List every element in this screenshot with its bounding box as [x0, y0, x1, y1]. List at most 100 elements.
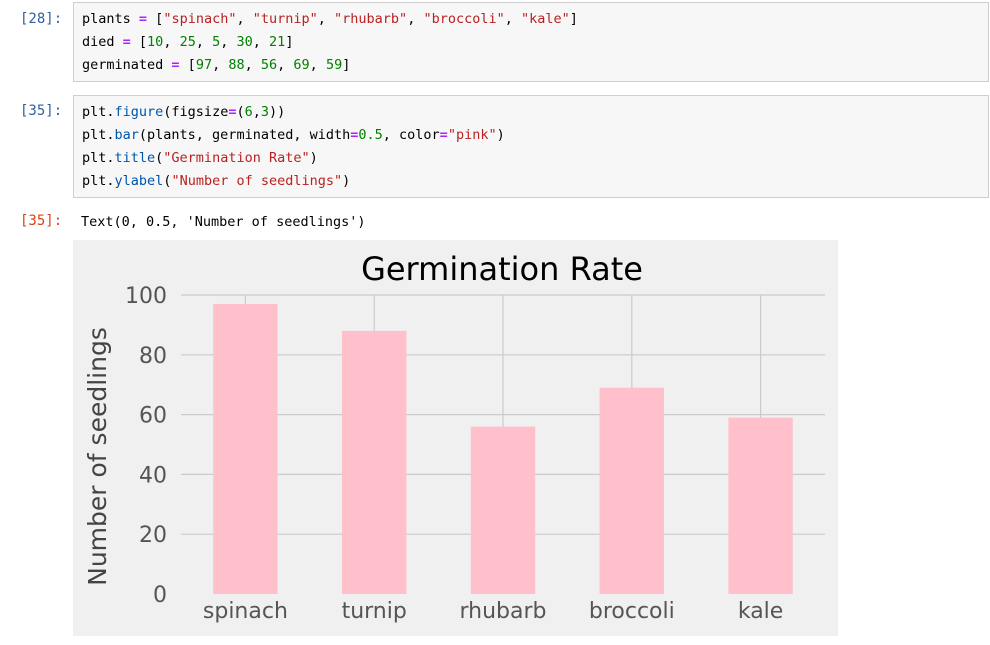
bar-spinach [213, 303, 278, 594]
code-token: "Number of seedlings" [171, 173, 343, 189]
code-token: [ [130, 34, 148, 50]
bar-turnip [342, 330, 407, 594]
code-token: title [114, 150, 156, 166]
y-tick-label: 40 [139, 463, 167, 488]
code-token: 6 [244, 104, 253, 120]
code-token: 10 [147, 34, 164, 50]
code-token: 69 [293, 57, 310, 73]
code-token: , [220, 34, 237, 50]
code-token: [ [147, 11, 164, 27]
chart-title: Germination Rate [361, 250, 643, 288]
code-token: )) [269, 104, 286, 120]
code-token: plants [82, 11, 139, 27]
code-token: ] [342, 57, 351, 73]
code-token: (plants, germinated, width [138, 127, 351, 143]
code-token: ( [163, 173, 172, 189]
code-token: , [236, 11, 253, 27]
code-token: , [407, 11, 424, 27]
code-token: , [195, 34, 213, 50]
code-token: 25 [179, 34, 196, 50]
code-token: , [504, 11, 521, 27]
code-token: = [228, 104, 237, 120]
code-token: "turnip" [252, 11, 318, 27]
code-token: 3 [260, 104, 270, 120]
code-token: = [439, 127, 448, 143]
code-token: , color [382, 127, 440, 143]
y-tick-label: 100 [125, 284, 167, 309]
code-token: , [277, 57, 294, 73]
code-line: plt.figure(figsize=(6,3)) [82, 101, 285, 124]
y-tick-label: 20 [139, 523, 167, 548]
code-line: plants = ["spinach", "turnip", "rhubarb"… [82, 8, 578, 31]
code-token: died [82, 34, 123, 50]
code-token: , [252, 104, 261, 120]
bar-kale [728, 417, 793, 594]
y-tick-label: 0 [153, 583, 167, 608]
code-token: = [138, 11, 148, 27]
code-token: "kale" [521, 11, 570, 27]
code-line: plt.ylabel("Number of seedlings") [82, 170, 350, 193]
code-token: ( [236, 104, 245, 120]
code-token: 56 [260, 57, 278, 73]
input-prompt: [35]: [20, 103, 63, 119]
code-token: plt. [82, 150, 115, 166]
code-token: 59 [325, 57, 343, 73]
y-axis-label: Number of seedlings [83, 327, 112, 586]
code-line: plt.bar(plants, germinated, width=0.5, c… [82, 124, 505, 147]
code-token: plt. [82, 104, 115, 120]
code-token: figure [114, 104, 164, 120]
code-token: plt. [82, 127, 115, 143]
output-text: Text(0, 0.5, 'Number of seedlings') [81, 214, 366, 230]
code-token: bar [114, 127, 139, 143]
code-token: "rhubarb" [334, 11, 408, 27]
y-tick-label: 60 [139, 404, 167, 429]
code-token: "Germination Rate" [163, 150, 310, 166]
code-token: "pink" [447, 127, 497, 143]
code-line: germinated = [97, 88, 56, 69, 59] [82, 54, 350, 77]
code-token: = [171, 57, 180, 73]
code-token: (figsize [163, 104, 229, 120]
code-input-area[interactable]: plt.figure(figsize=(6,3)) plt.bar(plants… [73, 95, 989, 198]
code-token: , [212, 57, 229, 73]
x-tick-label: turnip [342, 599, 407, 624]
code-token: "broccoli" [423, 11, 505, 27]
x-tick-label: spinach [203, 599, 288, 624]
code-token: , [317, 11, 335, 27]
bar-chart: 0 20 40 60 80 100 spinach turnip rhubarb broccoli… [73, 240, 838, 636]
code-token: 0.5 [358, 127, 383, 143]
figure-background [73, 240, 838, 636]
code-token: ylabel [114, 173, 164, 189]
code-token: [ [179, 57, 196, 73]
code-token: ( [155, 150, 164, 166]
bar-rhubarb [470, 426, 536, 594]
code-token: 97 [195, 57, 213, 73]
code-token: 5 [212, 34, 221, 50]
code-token: "spinach" [163, 11, 237, 27]
bar-broccoli [599, 387, 664, 594]
code-line: died = [10, 25, 5, 30, 21] [82, 31, 293, 54]
code-token: ) [309, 150, 318, 166]
code-token: = [122, 34, 131, 50]
code-token: ) [496, 127, 505, 143]
code-token: ] [569, 11, 578, 27]
code-line: plt.title("Germination Rate") [82, 147, 318, 170]
x-tick-label: broccoli [589, 599, 675, 624]
code-token: = [350, 127, 359, 143]
x-tick-label: rhubarb [459, 599, 546, 624]
output-prompt: [35]: [20, 213, 63, 229]
code-input-area[interactable]: plants = ["spinach", "turnip", "rhubarb"… [73, 2, 989, 82]
code-token: ) [342, 173, 351, 189]
code-token: plt. [82, 173, 115, 189]
code-token: , [163, 34, 180, 50]
bar-chart-figure: 0 20 40 60 80 100 spinach turnip rhubarb broccoli… [73, 240, 838, 636]
code-token: 88 [228, 57, 245, 73]
code-token: germinated [82, 57, 172, 73]
code-token: , [309, 57, 326, 73]
code-token: , [252, 34, 270, 50]
code-token: , [244, 57, 261, 73]
code-token: 30 [236, 34, 253, 50]
x-tick-label: kale [738, 599, 783, 624]
code-token: ] [285, 34, 294, 50]
input-prompt: [28]: [20, 11, 63, 27]
y-tick-label: 80 [139, 344, 167, 369]
